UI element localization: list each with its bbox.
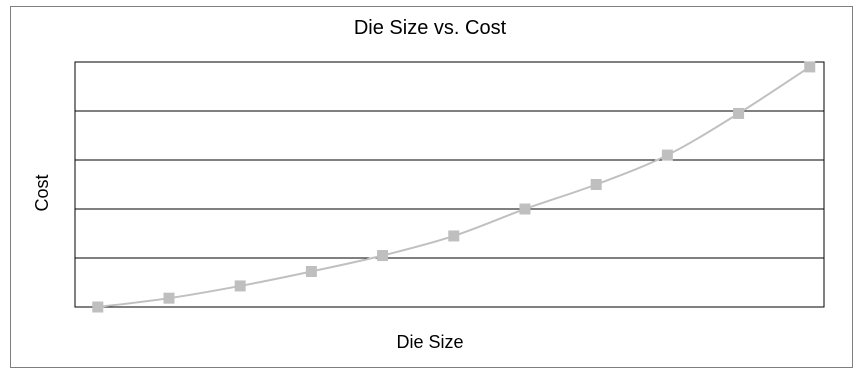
data-point-marker <box>377 250 389 262</box>
chart-title: Die Size vs. Cost <box>353 17 507 39</box>
y-axis-label: Cost <box>32 174 52 212</box>
data-point-marker <box>92 301 104 313</box>
series-markers <box>92 61 816 313</box>
plot-area <box>74 61 825 313</box>
data-point-marker <box>519 203 531 215</box>
data-point-marker <box>305 265 317 277</box>
data-point-marker <box>163 292 175 304</box>
plot-area-border <box>74 61 825 308</box>
data-point-marker <box>448 230 460 242</box>
data-point-marker <box>804 61 816 73</box>
data-point-marker <box>590 179 602 190</box>
data-point-marker <box>661 149 673 161</box>
data-point-marker <box>234 280 246 292</box>
gridlines <box>75 110 824 259</box>
data-point-marker <box>733 107 745 119</box>
x-axis-label: Die Size <box>396 332 464 352</box>
